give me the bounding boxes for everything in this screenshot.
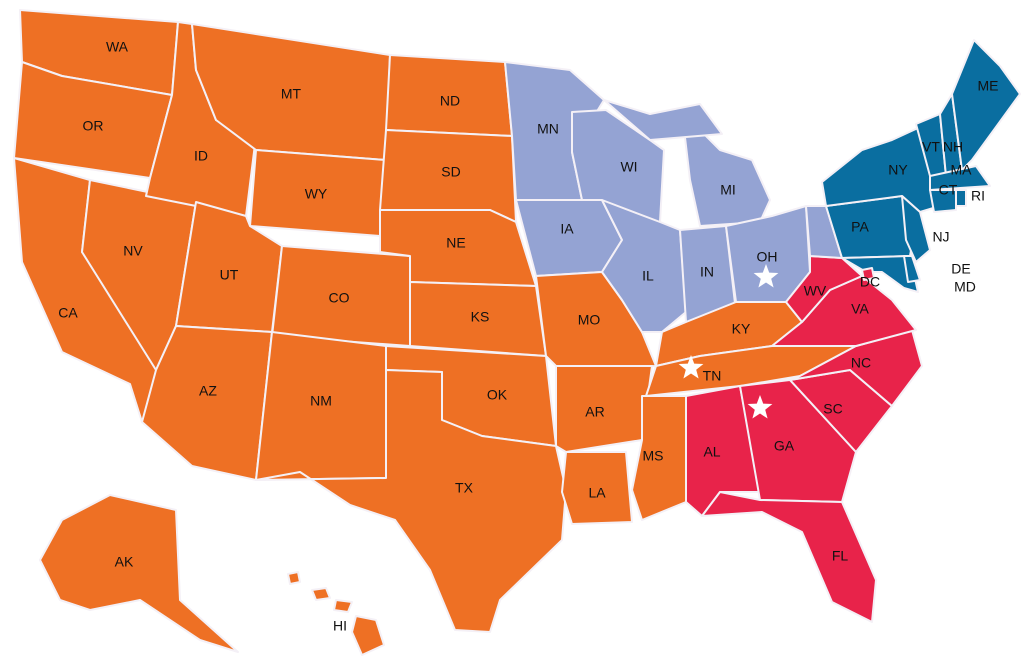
state-label-ca: CA (58, 305, 78, 321)
state-label-ia: IA (560, 221, 574, 237)
state-label-ct: CT (939, 182, 958, 198)
state-label-vt: VT (922, 139, 940, 155)
state-label-nv: NV (123, 243, 143, 259)
state-ak (39, 494, 239, 653)
star-icon-tn (678, 355, 704, 379)
state-ma (929, 165, 991, 191)
state-label-ne: NE (446, 235, 465, 251)
state-label-md: MD (954, 279, 976, 295)
state-label-az: AZ (199, 383, 217, 399)
state-label-la: LA (588, 485, 606, 501)
state-label-nm: NM (310, 393, 332, 409)
state-label-co: CO (329, 290, 350, 306)
state-label-tx: TX (455, 480, 474, 496)
state-mi (681, 111, 771, 227)
state-label-ms: MS (643, 448, 664, 464)
state-hi (351, 615, 385, 656)
state-fl (701, 491, 877, 623)
state-label-ok: OK (487, 387, 508, 403)
state-label-pa: PA (851, 219, 869, 235)
state-label-tn: TN (703, 368, 722, 384)
state-label-wi: WI (620, 159, 637, 175)
star-icon-oh (753, 264, 779, 288)
state-label-ga: GA (774, 438, 795, 454)
state-label-ak: AK (115, 554, 134, 570)
state-label-ny: NY (888, 162, 908, 178)
state-hi (333, 599, 353, 613)
state-ri (955, 189, 967, 207)
state-label-ky: KY (732, 321, 751, 337)
state-label-al: AL (703, 444, 720, 460)
state-label-wy: WY (305, 186, 328, 202)
state-label-mo: MO (578, 312, 601, 328)
state-label-wa: WA (106, 39, 129, 55)
state-label-oh: OH (757, 249, 778, 265)
state-ct (929, 189, 957, 213)
state-label-sc: SC (823, 401, 842, 417)
state-label-il: IL (642, 268, 654, 284)
state-label-ut: UT (220, 267, 239, 283)
state-mi (603, 99, 723, 141)
state-label-wv: WV (804, 283, 827, 299)
state-label-ma: MA (951, 162, 973, 178)
state-tx (255, 369, 567, 633)
state-label-ks: KS (471, 309, 490, 325)
state-label-dc: DC (860, 274, 880, 290)
state-label-in: IN (700, 264, 714, 280)
state-label-nj: NJ (932, 229, 949, 245)
state-label-nh: NH (943, 139, 963, 155)
state-il (601, 199, 687, 333)
state-dc (861, 267, 875, 281)
state-label-ar: AR (585, 404, 604, 420)
state-la (561, 451, 633, 525)
state-hi (287, 571, 301, 585)
state-de (903, 255, 921, 283)
state-label-nc: NC (851, 355, 871, 371)
state-label-nd: ND (440, 93, 460, 109)
state-label-or: OR (83, 118, 104, 134)
state-wv (785, 255, 863, 323)
state-label-hi: HI (333, 618, 347, 634)
state-label-sd: SD (441, 164, 460, 180)
state-label-mi: MI (720, 182, 736, 198)
state-hi (311, 587, 331, 601)
state-label-me: ME (978, 78, 999, 94)
state-ar (555, 365, 653, 453)
state-nj (901, 195, 931, 263)
state-label-mn: MN (537, 121, 559, 137)
state-label-va: VA (851, 301, 869, 317)
star-icon-ga (747, 395, 773, 419)
state-label-mt: MT (281, 86, 302, 102)
state-label-fl: FL (832, 548, 849, 564)
state-label-ri: RI (971, 188, 985, 204)
state-label-id: ID (194, 148, 208, 164)
state-ga (739, 379, 857, 503)
state-label-de: DE (951, 261, 970, 277)
